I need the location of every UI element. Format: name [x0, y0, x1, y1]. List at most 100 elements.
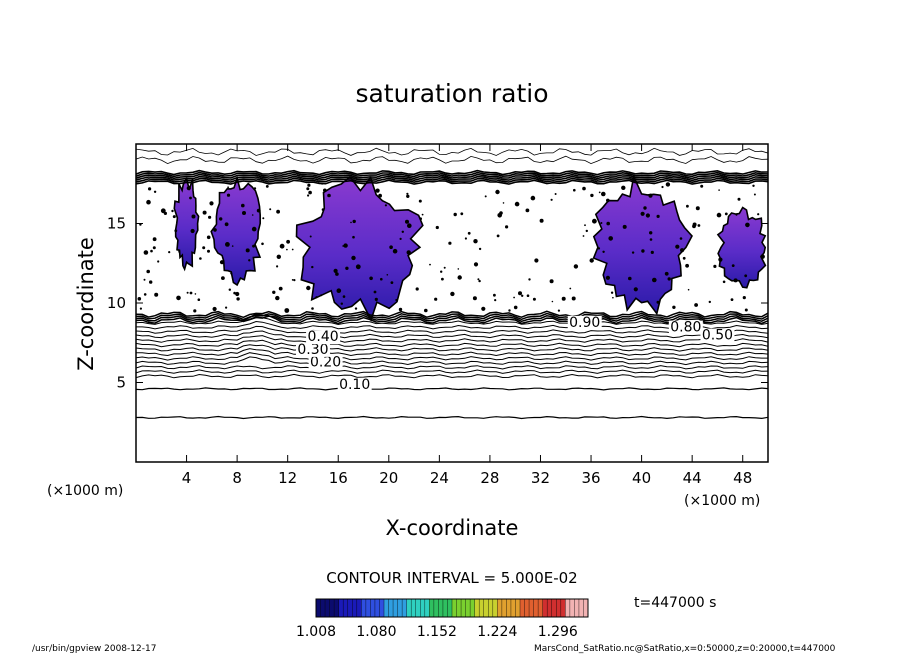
footer-left: /usr/bin/gpview 2008-12-17 [32, 644, 156, 654]
y-tick-label: 10 [107, 294, 126, 312]
contour-speck [225, 242, 230, 247]
colorbar-swatch [538, 599, 543, 617]
chart-title: saturation ratio [355, 79, 548, 108]
contour-speck [139, 307, 142, 310]
contour-speck [685, 263, 689, 268]
contour-speck [478, 247, 482, 251]
contour-speck [336, 288, 342, 294]
contour-speck [502, 202, 505, 204]
contour-speck [682, 256, 686, 260]
contour-speck [665, 182, 671, 187]
contour-speck [695, 206, 700, 211]
contour-speck [551, 300, 554, 303]
contour-speck [189, 196, 192, 200]
contour-speck [276, 265, 279, 268]
contour-speck [582, 235, 585, 237]
contour-speck [643, 206, 647, 210]
contour-speck [386, 274, 389, 276]
contour-speck [276, 254, 281, 259]
contour-speck [219, 260, 225, 265]
contour-speck [753, 193, 756, 196]
contour-speck [610, 291, 614, 294]
contour-speck [534, 258, 539, 263]
colorbar-swatch [506, 599, 512, 617]
contour-speck [484, 195, 487, 198]
contour-speck [716, 212, 722, 218]
colorbar-swatch [492, 599, 498, 617]
contour-speck [190, 228, 195, 234]
contour-label: 0.80 [670, 320, 701, 336]
contour-speck [276, 209, 280, 214]
colorbar-swatch [393, 599, 398, 617]
contour-speck [605, 275, 611, 280]
colorbar-swatch [402, 599, 407, 617]
contour-speck [191, 214, 196, 219]
supersaturated-region [295, 175, 424, 322]
time-label: t=447000 s [634, 595, 716, 611]
colorbar-swatch [379, 599, 385, 617]
colorbar [315, 599, 589, 617]
colorbar-tick-label: 1.152 [417, 624, 457, 640]
contour-speck [178, 250, 181, 253]
contour-speck [307, 194, 310, 197]
contour-speck [321, 183, 323, 185]
contour-speck [265, 185, 269, 188]
contour-speck [150, 249, 153, 253]
contour-speck [374, 297, 378, 301]
contour-speck [590, 193, 594, 198]
contour-speck [602, 250, 605, 253]
colorbar-swatch [452, 599, 457, 617]
contour-speck [675, 244, 680, 249]
colorbar-swatch [533, 599, 539, 617]
x-tick-label: 44 [683, 469, 702, 487]
contour-line [136, 171, 768, 178]
contour-label-bg [295, 342, 330, 357]
contour-speck [308, 190, 312, 195]
contour-speck [327, 193, 331, 198]
contour-speck [718, 189, 720, 191]
contour-speck [320, 294, 323, 297]
contour-speck [228, 288, 231, 291]
contour-speck [291, 279, 294, 281]
contour-speck [513, 296, 515, 299]
contour-speck [343, 243, 348, 248]
colorbar-swatch [515, 599, 521, 617]
colorbar-swatch [406, 599, 412, 617]
contour-speck [286, 248, 288, 251]
contour-speck [598, 191, 601, 194]
contour-label: 0.10 [339, 377, 370, 393]
contour-speck [137, 297, 142, 301]
contour-speck [197, 298, 201, 302]
colorbar-swatch [583, 599, 589, 617]
contour-line [136, 356, 768, 366]
contour-speck [656, 214, 660, 218]
contour-speck [429, 263, 431, 266]
contour-speck [708, 300, 711, 304]
contour-speck [530, 195, 536, 201]
contour-speck [557, 309, 561, 312]
contour-line [136, 147, 768, 156]
colorbar-swatch [574, 599, 580, 617]
contour-speck [569, 287, 572, 290]
colorbar-swatch [442, 599, 448, 617]
colorbar-swatch [524, 599, 530, 617]
contour-speck [143, 250, 149, 255]
contour-speck [152, 237, 157, 242]
contour-speck [236, 297, 240, 301]
contour-speck [649, 238, 653, 241]
contour-speck [406, 192, 409, 195]
y-tick-label: 5 [116, 374, 126, 392]
contour-speck [143, 278, 146, 281]
contour-speck [186, 186, 191, 191]
contour-line [136, 310, 768, 319]
contour-speck [612, 296, 614, 299]
contour-speck [505, 225, 509, 229]
colorbar-tick-label: 1.224 [477, 624, 517, 640]
contour-line [136, 387, 768, 391]
contour-speck [633, 287, 638, 292]
contour-speck [737, 197, 741, 201]
colorbar-swatch [565, 599, 571, 617]
x-tick-label: 16 [329, 469, 348, 487]
contour-speck [724, 212, 728, 216]
colorbar-swatch [465, 599, 471, 617]
